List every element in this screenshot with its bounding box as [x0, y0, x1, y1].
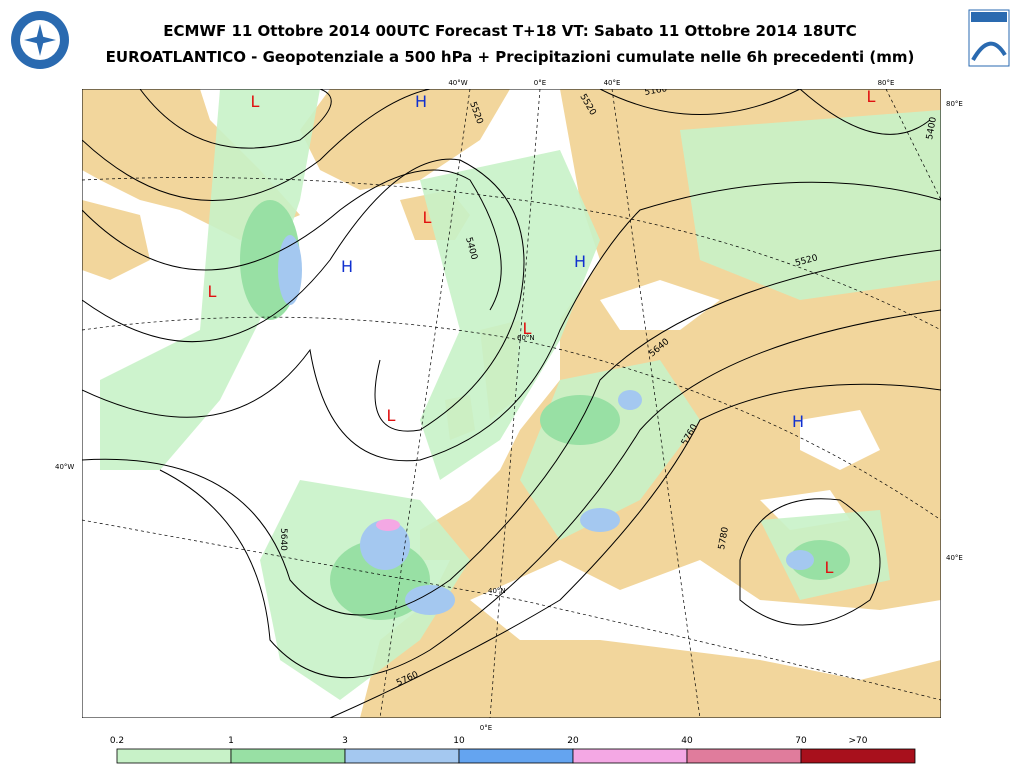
- contours: [82, 89, 941, 718]
- low-label: L: [208, 282, 217, 301]
- graticule-label: 60°N: [517, 334, 535, 342]
- contour-label: 5640: [278, 528, 288, 551]
- graticule-label: 40°W: [448, 79, 467, 87]
- high-label: H: [792, 412, 804, 431]
- contour-label: 5780: [717, 526, 731, 551]
- colorbar-box: [686, 748, 802, 764]
- title: ECMWF 11 Ottobre 2014 00UTC Forecast T+1…: [163, 22, 856, 40]
- graticule-label: 80°E: [946, 100, 963, 108]
- colorbar-box: [116, 748, 232, 764]
- pressure-centers: L H L L H H L L L H L: [208, 87, 876, 577]
- colorbar-label: 3: [342, 736, 348, 746]
- precip-heavy: [278, 235, 814, 615]
- graticule-label: 0°E: [480, 724, 492, 732]
- outer-graticule-labels: 40°W 0°E 40°E 80°E 80°E 40°W 40°E 0°E: [55, 79, 963, 732]
- graticule-label: 40°W: [55, 463, 74, 471]
- low-label: L: [387, 406, 396, 425]
- colorbar-box: [800, 748, 916, 764]
- graticule-label: 0°E: [534, 79, 546, 87]
- colorbar-label: 40: [681, 736, 693, 746]
- low-label: L: [423, 208, 432, 227]
- graticule-label: 40°N: [488, 587, 506, 595]
- high-label: H: [415, 92, 427, 111]
- graticule-label: 40°E: [946, 554, 963, 562]
- colorbar-label: 10: [453, 736, 465, 746]
- low-label: L: [251, 92, 260, 111]
- colorbar-box: [572, 748, 688, 764]
- contour-label: 5400: [925, 116, 939, 141]
- subtitle: EUROATLANTICO - Geopotenziale a 500 hPa …: [106, 48, 915, 66]
- graticule-label: 40°E: [604, 79, 621, 87]
- colorbar-label: >70: [849, 736, 868, 746]
- high-label: H: [341, 257, 353, 276]
- low-label: L: [523, 319, 532, 338]
- colorbar-label: 20: [567, 736, 579, 746]
- contour-label: 5160: [644, 84, 669, 98]
- colorbar-label: 70: [795, 736, 807, 746]
- colorbar-label: 1: [228, 736, 234, 746]
- low-label: L: [825, 558, 834, 577]
- map: L H L L H H L L L H L 5520 5520 5160 540…: [82, 84, 941, 718]
- graticule-labels: 60°N 40°N: [488, 334, 535, 595]
- low-label: L: [867, 87, 876, 106]
- precip-very-heavy: [376, 519, 400, 531]
- logo-right: [968, 9, 1010, 67]
- colorbar-box: [344, 748, 460, 764]
- colorbar-box: [230, 748, 346, 764]
- colorbar-label: 0.2: [110, 736, 124, 746]
- high-label: H: [574, 252, 586, 271]
- logo-left: [11, 11, 69, 69]
- graticule: [82, 89, 941, 718]
- colorbar: 0.2 1 3 10 20 40 70 >70: [110, 736, 916, 764]
- colorbar-box: [458, 748, 574, 764]
- graticule-label: 80°E: [878, 79, 895, 87]
